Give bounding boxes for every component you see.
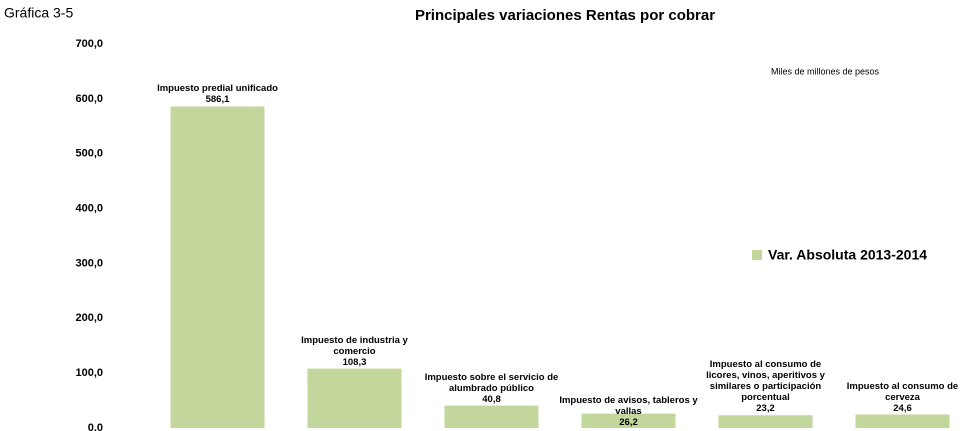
y-tick-label: 500,0 xyxy=(75,148,103,160)
category-label: Impuesto al consumo de licores, vinos, a… xyxy=(706,359,825,404)
value-label: 40,8 xyxy=(482,393,501,405)
chart-title: Principales variaciones Rentas por cobra… xyxy=(415,7,715,24)
bar xyxy=(581,413,676,428)
bar-label: Impuesto al consumo de cerveza 24,6 xyxy=(818,381,969,414)
legend-swatch xyxy=(752,250,762,260)
value-label: 26,2 xyxy=(619,416,638,428)
category-label: Impuesto al consumo de cerveza xyxy=(846,380,959,403)
bar-label: Impuesto predial unificado 586,1 xyxy=(133,83,303,105)
value-label: 586,1 xyxy=(205,94,230,106)
y-tick-label: 0,0 xyxy=(88,422,103,431)
bar xyxy=(170,106,265,428)
y-tick-label: 300,0 xyxy=(75,257,103,269)
bar-label: Impuesto de avisos, tableros y vallas 26,… xyxy=(544,395,714,428)
bar-label: Impuesto de industria y comercio 108,3 xyxy=(270,335,440,368)
note: Miles de millones de pesos xyxy=(771,66,880,76)
y-tick-label: 700,0 xyxy=(75,38,103,50)
category-label: Impuesto sobre el servicio de alumbrado … xyxy=(424,371,559,394)
bar xyxy=(718,415,813,428)
y-tick-label: 100,0 xyxy=(75,367,103,379)
bar xyxy=(855,414,950,428)
category-label: Impuesto de avisos, tableros y vallas xyxy=(559,394,698,417)
y-tick-label: 600,0 xyxy=(75,93,103,105)
bar xyxy=(307,368,402,428)
bar-label: Impuesto sobre el servicio de alumbrado … xyxy=(407,372,577,405)
legend-label: Var. Absoluta 2013-2014 xyxy=(768,247,927,263)
category-label: Impuesto de industria y comercio xyxy=(301,334,408,357)
value-label: 24,6 xyxy=(893,402,912,414)
y-tick-label: 400,0 xyxy=(75,202,103,214)
bar xyxy=(444,405,539,428)
y-tick-label: 200,0 xyxy=(75,312,103,324)
value-label: 108,3 xyxy=(342,356,367,368)
value-label: 23,2 xyxy=(756,403,775,415)
caption: Gráfica 3-5 xyxy=(4,5,73,21)
category-label: Impuesto predial unificado xyxy=(157,83,278,95)
bar-label: Impuesto al consumo de licores, vinos, a… xyxy=(681,359,851,414)
